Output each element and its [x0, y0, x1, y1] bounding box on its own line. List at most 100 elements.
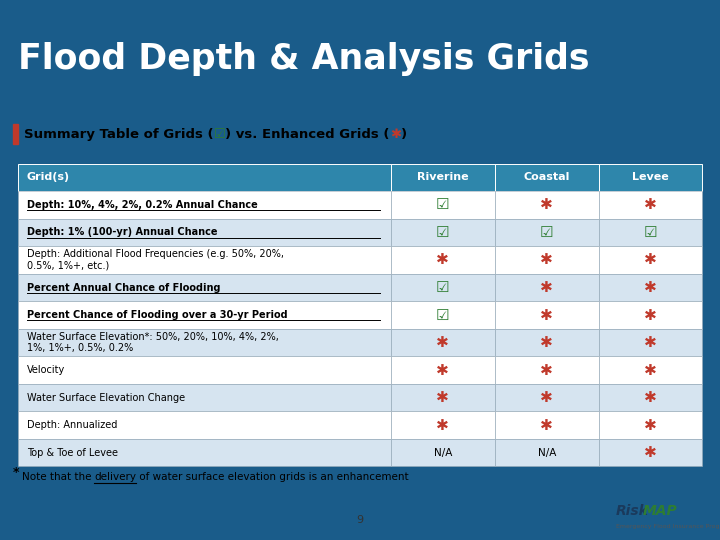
- Text: N/A: N/A: [538, 448, 556, 458]
- Text: ✱: ✱: [644, 198, 657, 212]
- Text: ✱: ✱: [540, 362, 553, 377]
- Text: 1%, 1%+, 0.5%, 0.2%: 1%, 1%+, 0.5%, 0.2%: [27, 343, 133, 353]
- Text: ☑: ☑: [436, 308, 449, 322]
- Text: ☑: ☑: [213, 129, 225, 141]
- Text: Top & Toe of Levee: Top & Toe of Levee: [27, 448, 117, 458]
- Text: Levee: Levee: [632, 172, 669, 183]
- Bar: [18, 411, 391, 439]
- Bar: [495, 356, 599, 384]
- Bar: [18, 301, 391, 329]
- Bar: [391, 191, 495, 219]
- Bar: [18, 384, 391, 411]
- Bar: [18, 356, 391, 384]
- Text: 🦅 FEMA: 🦅 FEMA: [18, 509, 68, 522]
- Bar: [495, 411, 599, 439]
- Text: ✱: ✱: [644, 308, 657, 322]
- Text: *: *: [13, 465, 19, 479]
- Text: ☑: ☑: [436, 225, 449, 240]
- Text: Grid(s): Grid(s): [27, 172, 70, 183]
- Text: Water Surface Elevation Change: Water Surface Elevation Change: [27, 393, 185, 403]
- Bar: [495, 439, 599, 467]
- Bar: [495, 384, 599, 411]
- Text: ✱: ✱: [540, 280, 553, 295]
- Bar: [599, 301, 702, 329]
- Text: Emergency Flood Insurance Programme: Emergency Flood Insurance Programme: [616, 524, 720, 529]
- Bar: [495, 164, 599, 191]
- Bar: [391, 411, 495, 439]
- Bar: [599, 219, 702, 246]
- Text: N/A: N/A: [433, 448, 452, 458]
- Text: Velocity: Velocity: [27, 365, 65, 375]
- Text: Risk: Risk: [616, 504, 649, 518]
- Text: ✱: ✱: [436, 417, 449, 433]
- Bar: [599, 384, 702, 411]
- Text: Depth: 10%, 4%, 2%, 0.2% Annual Chance: Depth: 10%, 4%, 2%, 0.2% Annual Chance: [27, 200, 257, 210]
- Text: ✱: ✱: [436, 253, 449, 267]
- Text: ): ): [401, 129, 407, 141]
- Text: Depth: Additional Flood Frequencies (e.g. 50%, 20%,: Depth: Additional Flood Frequencies (e.g…: [27, 249, 284, 259]
- Text: ✱: ✱: [644, 362, 657, 377]
- Text: ✱: ✱: [644, 253, 657, 267]
- Text: Summary Table of Grids (: Summary Table of Grids (: [24, 129, 213, 141]
- Text: ✱: ✱: [540, 198, 553, 212]
- Bar: [18, 246, 391, 274]
- Bar: [599, 274, 702, 301]
- Bar: [391, 439, 495, 467]
- Bar: [495, 219, 599, 246]
- Text: delivery: delivery: [94, 472, 136, 482]
- Bar: [391, 246, 495, 274]
- Bar: [18, 164, 391, 191]
- Bar: [18, 191, 391, 219]
- Bar: [599, 164, 702, 191]
- Text: ✱: ✱: [644, 280, 657, 295]
- Bar: [13, 125, 18, 144]
- Text: ✱: ✱: [540, 335, 553, 350]
- Bar: [391, 274, 495, 301]
- Text: Note that the: Note that the: [22, 472, 94, 482]
- Text: ☑: ☑: [540, 225, 554, 240]
- Text: 0.5%, 1%+, etc.): 0.5%, 1%+, etc.): [27, 261, 109, 271]
- Text: Depth: 1% (100-yr) Annual Chance: Depth: 1% (100-yr) Annual Chance: [27, 227, 217, 238]
- Text: Riverine: Riverine: [417, 172, 469, 183]
- Bar: [18, 329, 391, 356]
- Bar: [495, 329, 599, 356]
- Bar: [18, 439, 391, 467]
- Text: Percent Chance of Flooding over a 30-yr Period: Percent Chance of Flooding over a 30-yr …: [27, 310, 287, 320]
- Bar: [599, 356, 702, 384]
- Bar: [391, 384, 495, 411]
- Bar: [495, 246, 599, 274]
- Text: ✱: ✱: [540, 308, 553, 322]
- Text: ✱: ✱: [436, 362, 449, 377]
- Text: ✱: ✱: [540, 253, 553, 267]
- Bar: [18, 274, 391, 301]
- Bar: [495, 191, 599, 219]
- Bar: [599, 329, 702, 356]
- Text: ☑: ☑: [436, 198, 449, 212]
- Bar: [599, 191, 702, 219]
- Text: Flood Depth & Analysis Grids: Flood Depth & Analysis Grids: [18, 43, 590, 76]
- Text: ✱: ✱: [644, 390, 657, 405]
- Bar: [599, 246, 702, 274]
- Text: ✱: ✱: [540, 417, 553, 433]
- Bar: [391, 164, 495, 191]
- Text: Water Surface Elevation*: 50%, 20%, 10%, 4%, 2%,: Water Surface Elevation*: 50%, 20%, 10%,…: [27, 332, 279, 342]
- Text: Depth: Annualized: Depth: Annualized: [27, 420, 117, 430]
- Text: ✱: ✱: [390, 129, 401, 141]
- Bar: [391, 329, 495, 356]
- Text: ✱: ✱: [540, 390, 553, 405]
- Bar: [599, 411, 702, 439]
- Bar: [18, 219, 391, 246]
- Text: ) vs. Enhanced Grids (: ) vs. Enhanced Grids (: [225, 129, 390, 141]
- Text: 9: 9: [356, 515, 364, 524]
- Text: Percent Annual Chance of Flooding: Percent Annual Chance of Flooding: [27, 282, 220, 293]
- Text: ☑: ☑: [644, 225, 657, 240]
- Bar: [391, 219, 495, 246]
- Text: ☑: ☑: [436, 280, 449, 295]
- Bar: [495, 274, 599, 301]
- Bar: [495, 301, 599, 329]
- Text: ✱: ✱: [644, 335, 657, 350]
- Text: of water surface elevation grids is an enhancement: of water surface elevation grids is an e…: [136, 472, 409, 482]
- Text: ✱: ✱: [436, 335, 449, 350]
- Bar: [391, 301, 495, 329]
- Bar: [391, 356, 495, 384]
